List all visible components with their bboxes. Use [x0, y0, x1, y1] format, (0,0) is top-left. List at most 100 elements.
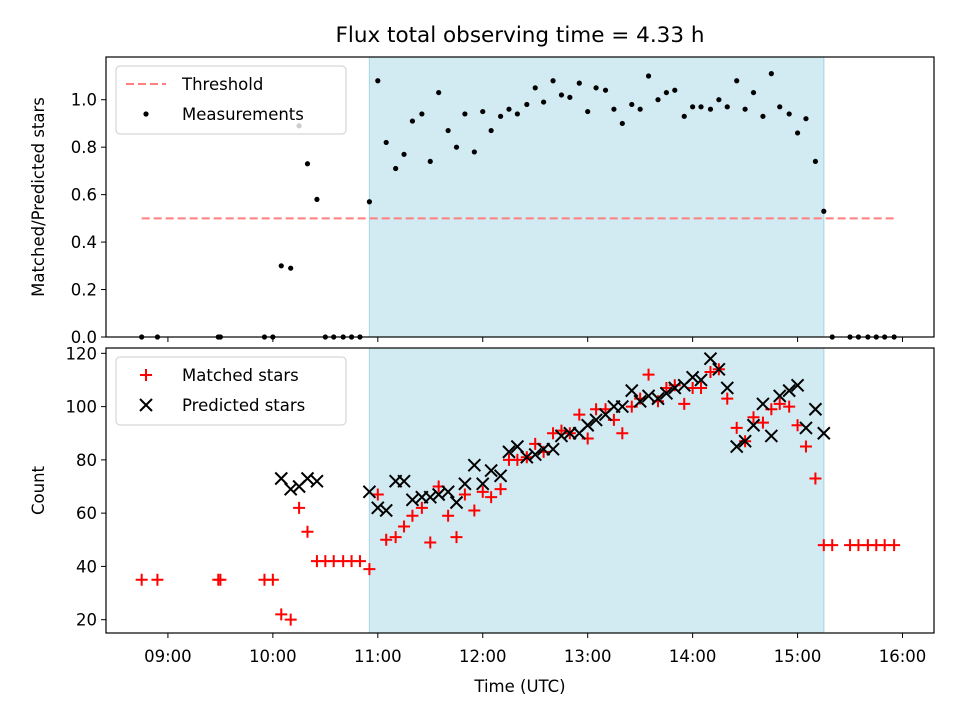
predicted-star-point — [441, 485, 455, 499]
predicted-star-point — [283, 482, 298, 496]
y-tick-label: 0.6 — [71, 186, 97, 205]
measurement-point — [768, 71, 774, 77]
measurement-point — [462, 111, 468, 117]
legend: Matched stars Predicted stars — [115, 356, 347, 426]
predicted-star-point — [449, 495, 464, 510]
matched-star-point — [380, 533, 393, 546]
predicted-star-point — [423, 490, 437, 504]
matched-star-point — [135, 573, 148, 586]
predicted-star-point — [625, 383, 639, 398]
legend-entry-label: Matched stars — [182, 366, 299, 385]
measurement-point — [558, 92, 565, 98]
y-tick-label: 0.2 — [71, 281, 97, 300]
x-tick-label: 12:00 — [459, 647, 507, 666]
predicted-star-point — [659, 386, 674, 400]
predicted-star-point — [685, 370, 700, 385]
predicted-star-point — [808, 402, 823, 416]
predicted-star-point — [641, 389, 656, 403]
measurement-point — [750, 89, 757, 96]
measurement-point — [304, 161, 311, 167]
measurement-point — [760, 113, 766, 119]
predicted-star-point — [520, 450, 534, 464]
predicted-star-point — [546, 442, 560, 456]
predicted-star-point — [746, 418, 761, 432]
measurement-point — [383, 139, 389, 146]
x-tick-label: 14:00 — [669, 647, 717, 666]
measurement-point — [532, 85, 538, 91]
matched-star-point — [730, 421, 743, 434]
measurement-point — [471, 149, 477, 155]
matched-star-point — [704, 365, 717, 378]
legend: Threshold Measurements — [115, 65, 347, 135]
matched-star-point — [678, 397, 691, 410]
legend-entry-label: Measurements — [182, 105, 304, 124]
measurement-point — [427, 158, 433, 165]
matched-star-point — [747, 411, 760, 424]
axes-frame — [105, 347, 935, 634]
predicted-star-point — [502, 445, 516, 459]
legend-entry-label: Threshold — [181, 75, 263, 94]
matched-star-point — [799, 440, 812, 453]
y-axis-label: Matched/Predicted stars — [29, 97, 48, 297]
measurement-point — [445, 127, 451, 134]
matched-star-point — [888, 539, 901, 552]
predicted-star-point — [476, 477, 490, 491]
matched-star-point — [547, 427, 560, 440]
predicted-star-point — [782, 383, 796, 398]
measurement-point — [707, 106, 714, 112]
predicted-star-point — [458, 477, 472, 491]
predicted-star-point — [371, 501, 385, 515]
matched-star-point — [494, 483, 507, 496]
matched-star-point — [468, 504, 481, 517]
matched-star-point — [301, 525, 314, 538]
predicted-star-point — [615, 399, 630, 414]
matched-star-point — [398, 520, 411, 533]
y-tick-label: 0.0 — [71, 328, 97, 347]
matched-star-point — [511, 453, 524, 466]
predicted-star-point — [362, 485, 377, 499]
ratio-panel: 0.0 0.2 0.4 0.6 0.8 1.0 Matched/Predicted star… — [29, 56, 935, 347]
measurement-point — [821, 208, 827, 214]
matched-star-point — [406, 509, 419, 522]
measurement-point — [401, 151, 407, 157]
legend-predicted-swatch — [139, 398, 153, 412]
measurement-point — [506, 106, 512, 112]
predicted-star-point — [554, 429, 569, 443]
y-tick-label: 1.0 — [71, 91, 97, 110]
measurement-point — [366, 199, 373, 205]
matched-star-point — [389, 531, 402, 544]
predicted-star-point — [536, 442, 551, 456]
predicted-star-point — [817, 426, 831, 440]
x-tick-label: 09:00 — [144, 647, 192, 666]
predicted-star-point — [589, 413, 603, 427]
y-tick-label: 120 — [66, 344, 98, 363]
matched-star-point — [275, 608, 288, 621]
matched-star-point — [442, 509, 455, 522]
observing-window-span — [369, 57, 824, 337]
measurement-point — [393, 165, 399, 172]
matched-star-point — [450, 531, 463, 544]
matched-star-point — [485, 491, 498, 504]
measurement-point — [777, 104, 783, 110]
predicted-star-point — [563, 426, 577, 440]
predicted-star-point — [712, 362, 726, 377]
predicted-star-point — [799, 421, 813, 435]
predicted-star-point — [764, 429, 779, 443]
predicted-star-point — [405, 493, 420, 507]
measurement-point — [524, 101, 530, 108]
x-tick-label: 10:00 — [249, 647, 297, 666]
measurement-point — [786, 111, 792, 117]
measurement-point — [794, 130, 801, 136]
matched-star-point — [642, 368, 655, 381]
measurement-point — [514, 111, 520, 117]
y-tick-label: 80 — [76, 451, 97, 470]
legend-box — [115, 356, 347, 426]
matched-star-point — [773, 397, 786, 410]
matched-star-point — [756, 416, 769, 429]
y-tick-label: 0.4 — [71, 233, 97, 252]
measurement-point — [803, 116, 809, 122]
y-axis-label: Count — [29, 465, 48, 515]
matched-star-point — [783, 400, 796, 413]
measurement-point — [672, 87, 678, 93]
